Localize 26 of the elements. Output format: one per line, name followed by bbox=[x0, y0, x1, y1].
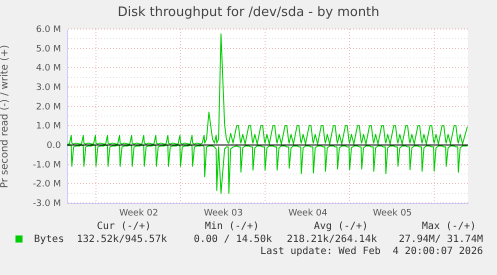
x-tick-label: Week 02 bbox=[119, 208, 158, 218]
legend-label: Bytes bbox=[34, 234, 64, 245]
text: Avg (-/+) bbox=[314, 221, 368, 233]
y-tick-label: -2.0 M bbox=[32, 180, 61, 190]
text: 132.52k/945.57k bbox=[76, 234, 167, 246]
y-tick-label: 2.0 M bbox=[36, 102, 61, 112]
text: Max (-/+) bbox=[422, 221, 476, 233]
y-tick-label: -3.0 M bbox=[32, 199, 61, 209]
y-axis-title: Pr second read (-) / write (+) bbox=[0, 44, 10, 188]
text: 218.21k/264.14k bbox=[286, 234, 377, 246]
y-tick-label: 5.0 M bbox=[36, 44, 61, 54]
y-tick-label: 3.0 M bbox=[36, 83, 61, 93]
x-tick-label: Week 05 bbox=[372, 208, 412, 218]
x-tick-label: Week 03 bbox=[204, 208, 243, 218]
y-tick-label: 6.0 M bbox=[36, 25, 61, 35]
x-tick-label: Week 04 bbox=[288, 208, 328, 218]
text: 0.00 / 14.50k bbox=[194, 234, 272, 246]
text: Cur (-/+) bbox=[96, 221, 151, 233]
text: Min (-/+) bbox=[204, 221, 259, 233]
y-tick-label: -1.0 M bbox=[32, 160, 61, 170]
y-tick-label: 1.0 M bbox=[36, 122, 61, 132]
y-tick-label: 0.0 bbox=[46, 141, 62, 151]
text: 27.94M/ 31.74M bbox=[398, 234, 483, 246]
y-tick-label: 4.0 M bbox=[36, 64, 61, 74]
chart-title: Disk throughput for /dev/sda - by month bbox=[118, 5, 380, 20]
text: Last update: Wed Feb 4 20:00:07 2026 bbox=[260, 246, 483, 258]
